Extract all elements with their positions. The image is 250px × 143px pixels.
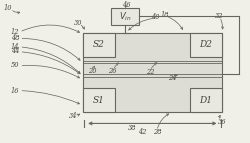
- Text: 30: 30: [74, 19, 82, 27]
- Text: 50: 50: [11, 61, 19, 69]
- Bar: [83, 33, 222, 112]
- Text: 44: 44: [11, 47, 19, 55]
- Text: 20: 20: [88, 67, 97, 75]
- Bar: [83, 33, 115, 57]
- Text: 38: 38: [128, 124, 137, 132]
- Text: $V_{in}$: $V_{in}$: [119, 10, 131, 23]
- Text: S2: S2: [93, 40, 105, 49]
- Text: 48: 48: [11, 34, 19, 42]
- Bar: [190, 88, 222, 112]
- Text: 40: 40: [150, 13, 159, 21]
- Text: 46: 46: [122, 1, 130, 9]
- Text: 24: 24: [168, 74, 176, 82]
- Text: 10: 10: [4, 4, 12, 12]
- Text: 26: 26: [108, 67, 117, 75]
- Text: 32: 32: [215, 12, 224, 20]
- Text: 34: 34: [68, 112, 77, 120]
- Bar: [190, 33, 222, 57]
- Text: 12: 12: [11, 28, 19, 36]
- Bar: [83, 88, 115, 112]
- Text: 42: 42: [138, 128, 147, 136]
- Text: 14: 14: [11, 42, 19, 50]
- Text: D2: D2: [199, 40, 212, 49]
- Text: 36: 36: [218, 118, 226, 126]
- Bar: [111, 8, 139, 25]
- Text: 28: 28: [152, 128, 161, 136]
- Text: 22: 22: [146, 68, 154, 76]
- Text: D1: D1: [199, 96, 212, 105]
- Text: S1: S1: [93, 96, 105, 105]
- Text: 16: 16: [11, 87, 19, 95]
- Text: 18: 18: [160, 11, 169, 19]
